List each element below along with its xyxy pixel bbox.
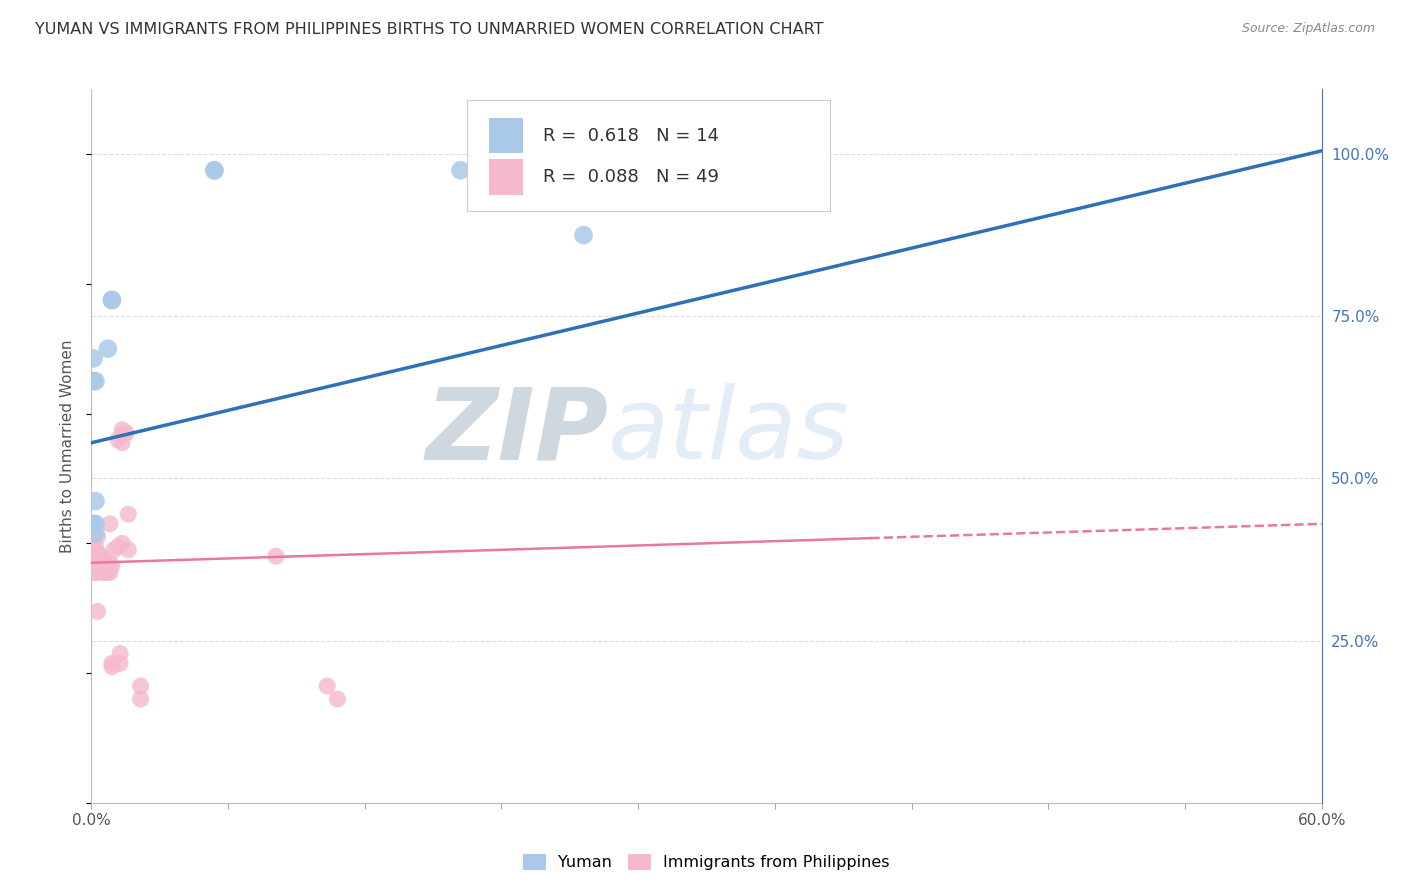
Point [94, 566, 117, 580]
Text: ZIP: ZIP [425, 384, 607, 480]
Point [89, 556, 111, 570]
Bar [489, 118, 523, 153]
Point [108, 647, 131, 661]
Point [86, 546, 108, 560]
Point [82, 552, 104, 566]
Point [93, 556, 115, 570]
Point [82, 374, 104, 388]
Point [111, 435, 134, 450]
Point [101, 657, 124, 671]
Point [129, 679, 152, 693]
Point [101, 293, 124, 307]
Point [202, 163, 225, 178]
Point [107, 540, 129, 554]
Point [101, 293, 124, 307]
Point [86, 566, 108, 580]
Point [111, 536, 134, 550]
Point [97, 342, 120, 356]
Point [117, 542, 139, 557]
Point [84, 516, 107, 531]
Point [98, 566, 121, 580]
Point [84, 556, 107, 570]
Point [84, 374, 107, 388]
Y-axis label: Births to Unmarried Women: Births to Unmarried Women [60, 339, 76, 553]
Point [84, 562, 107, 576]
FancyBboxPatch shape [467, 100, 830, 211]
Point [98, 516, 121, 531]
Point [107, 433, 129, 447]
Point [264, 549, 287, 564]
Point [89, 549, 111, 564]
Point [82, 351, 104, 366]
Point [111, 423, 134, 437]
Text: R =  0.618   N = 14: R = 0.618 N = 14 [543, 127, 718, 145]
Point [202, 163, 225, 178]
Point [316, 679, 339, 693]
Bar [489, 159, 523, 194]
Point [93, 552, 115, 566]
Point [117, 507, 139, 521]
Point [112, 425, 135, 440]
Point [449, 163, 471, 178]
Point [101, 659, 124, 673]
Point [84, 549, 107, 564]
Point [82, 516, 104, 531]
Point [129, 692, 152, 706]
Point [103, 542, 125, 557]
Text: atlas: atlas [607, 384, 849, 480]
Point [86, 604, 108, 618]
Text: Source: ZipAtlas.com: Source: ZipAtlas.com [1241, 22, 1375, 36]
Point [98, 556, 121, 570]
Text: R =  0.088   N = 49: R = 0.088 N = 49 [543, 168, 718, 186]
Text: YUMAN VS IMMIGRANTS FROM PHILIPPINES BIRTHS TO UNMARRIED WOMEN CORRELATION CHART: YUMAN VS IMMIGRANTS FROM PHILIPPINES BIR… [35, 22, 824, 37]
Point [82, 546, 104, 560]
Point [89, 559, 111, 574]
Point [93, 559, 115, 574]
Legend: Yuman, Immigrants from Philippines: Yuman, Immigrants from Philippines [517, 848, 896, 877]
Point [108, 657, 131, 671]
Point [86, 530, 108, 544]
Point [84, 526, 107, 541]
Point [84, 494, 107, 508]
Point [82, 556, 104, 570]
Point [97, 562, 120, 576]
Point [572, 228, 595, 243]
Point [84, 540, 107, 554]
Point [86, 552, 108, 566]
Point [90, 549, 112, 564]
Point [93, 559, 115, 574]
Point [326, 692, 349, 706]
Point [90, 552, 112, 566]
Point [94, 562, 117, 576]
Point [101, 559, 124, 574]
Point [93, 566, 115, 580]
Point [115, 425, 138, 440]
Point [82, 566, 104, 580]
